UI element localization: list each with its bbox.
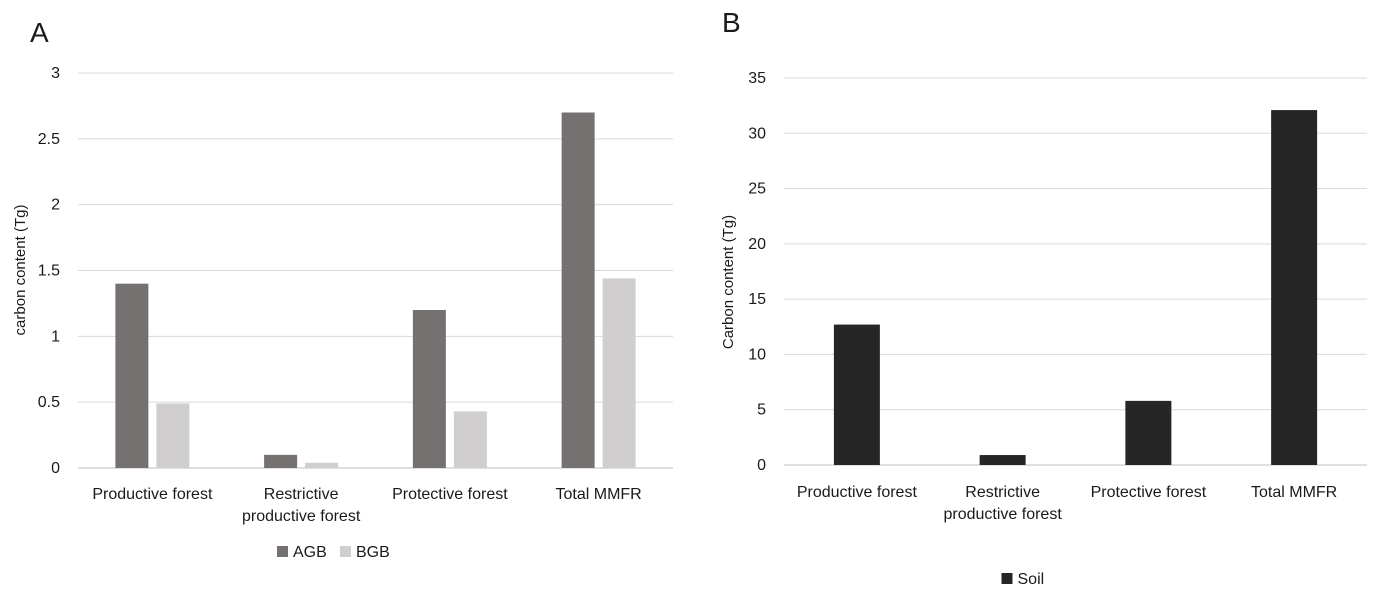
panel-letter: A xyxy=(30,17,49,48)
legend-label: BGB xyxy=(356,544,390,561)
bar-agb xyxy=(264,454,298,468)
x-category-label: Total MMFR xyxy=(1251,484,1337,501)
bar-agb xyxy=(561,112,595,468)
y-tick-label: 0 xyxy=(757,457,766,474)
y-tick-label: 0.5 xyxy=(38,394,60,411)
x-category-label: Protective forest xyxy=(1091,484,1207,501)
x-category-label: Protective forest xyxy=(392,486,508,503)
y-tick-label: 30 xyxy=(748,125,766,142)
x-category-label: Restrictive xyxy=(965,484,1040,501)
legend-label: Soil xyxy=(1018,571,1045,588)
x-category-label: productive forest xyxy=(242,508,361,525)
y-tick-label: 1 xyxy=(51,328,60,345)
y-tick-label: 25 xyxy=(748,181,766,198)
chart-panel-b: B 0 5 10 15 20 25 30 35 Carbon content (Tg) Produc… xyxy=(720,7,1367,588)
bar-soil xyxy=(1271,110,1318,466)
y-tick-label: 1.5 xyxy=(38,263,60,280)
y-tick-label: 15 xyxy=(748,291,766,308)
bar-soil xyxy=(1125,400,1172,465)
bar-bgb xyxy=(453,411,487,468)
y-tick-label: 5 xyxy=(757,402,766,419)
y-axis-label: carbon content (Tg) xyxy=(12,205,29,336)
y-tick-label: 2 xyxy=(51,197,60,214)
bar-agb xyxy=(115,283,149,468)
y-axis-label: Carbon content (Tg) xyxy=(720,215,737,349)
x-category-label: Total MMFR xyxy=(556,486,642,503)
bar-soil xyxy=(833,324,880,465)
bar-bgb xyxy=(305,462,339,468)
y-tick-label: 3 xyxy=(51,65,60,82)
bar-soil xyxy=(979,455,1026,465)
legend-swatch-bgb xyxy=(340,546,351,557)
bar-agb xyxy=(412,310,446,468)
y-tick-label: 20 xyxy=(748,236,766,253)
chart-panel-a: A 0 0.5 1 1.5 2 2.5 3 carbon content (Tg) Product… xyxy=(12,17,673,561)
legend-swatch-agb xyxy=(277,546,288,557)
bar-bgb xyxy=(156,403,190,468)
panel-letter: B xyxy=(722,7,741,38)
x-category-label: Productive forest xyxy=(92,486,213,503)
x-category-label: Productive forest xyxy=(797,484,918,501)
y-tick-label: 0 xyxy=(51,460,60,477)
x-category-label: productive forest xyxy=(943,506,1062,523)
legend-swatch-soil xyxy=(1001,573,1013,584)
x-category-label: Restrictive xyxy=(264,486,339,503)
y-tick-label: 35 xyxy=(748,70,766,87)
y-tick-label: 10 xyxy=(748,346,766,363)
bar-bgb xyxy=(602,278,636,468)
legend-label: AGB xyxy=(293,544,327,561)
y-tick-label: 2.5 xyxy=(38,131,60,148)
